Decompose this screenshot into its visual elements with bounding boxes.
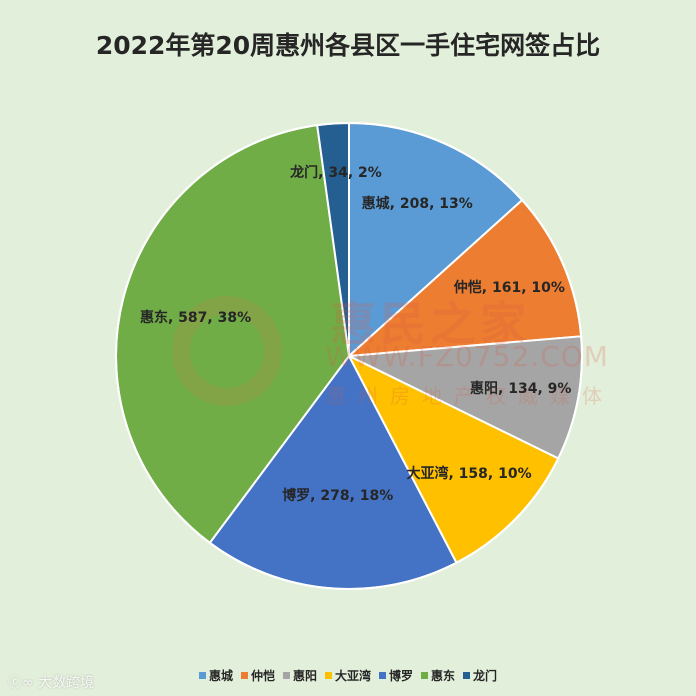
legend-swatch-icon bbox=[198, 672, 206, 679]
legend-label: 大亚湾 bbox=[334, 669, 371, 683]
data-label: 龙门, 34, 2% bbox=[290, 165, 382, 181]
legend-item: 龙门 bbox=[463, 667, 497, 684]
legend: 惠城 仲恺 惠阳 大亚湾 博罗 惠东 龙门 bbox=[0, 667, 696, 684]
legend-label: 博罗 bbox=[389, 669, 414, 683]
legend-item: 惠阳 bbox=[282, 667, 317, 684]
legend-label: 惠阳 bbox=[292, 669, 317, 683]
legend-label: 仲恺 bbox=[250, 669, 275, 683]
footer-brand: ⓒ∞ 大数跨境 bbox=[8, 675, 95, 691]
legend-label: 惠城 bbox=[208, 669, 233, 683]
legend-swatch-icon bbox=[324, 672, 332, 679]
legend-swatch-icon bbox=[282, 672, 290, 679]
brand-logo-icon: ⓒ∞ bbox=[8, 675, 39, 691]
legend-swatch-icon bbox=[379, 672, 386, 679]
legend-swatch-icon bbox=[240, 672, 248, 679]
data-label: 博罗, 278, 18% bbox=[282, 488, 394, 505]
legend-item: 仲恺 bbox=[240, 667, 275, 684]
data-label: 大亚湾, 158, 10% bbox=[406, 466, 532, 483]
chart-title: 2022年第20周惠州各县区一手住宅网签占比 bbox=[95, 31, 601, 60]
data-label: 惠东, 587, 38% bbox=[139, 309, 252, 326]
legend-item: 惠东 bbox=[421, 667, 455, 684]
legend-item: 博罗 bbox=[379, 667, 413, 684]
legend-swatch-icon bbox=[463, 672, 471, 679]
legend-item: 大亚湾 bbox=[324, 667, 371, 684]
legend-item: 惠城 bbox=[198, 667, 233, 684]
legend-label: 龙门 bbox=[473, 669, 498, 683]
legend-swatch-icon bbox=[421, 672, 429, 679]
data-label: 仲恺, 161, 10% bbox=[453, 279, 565, 296]
data-label: 惠阳, 134, 9% bbox=[470, 381, 572, 398]
data-label: 惠城, 208, 13% bbox=[361, 195, 473, 212]
legend-label: 惠东 bbox=[431, 669, 456, 683]
